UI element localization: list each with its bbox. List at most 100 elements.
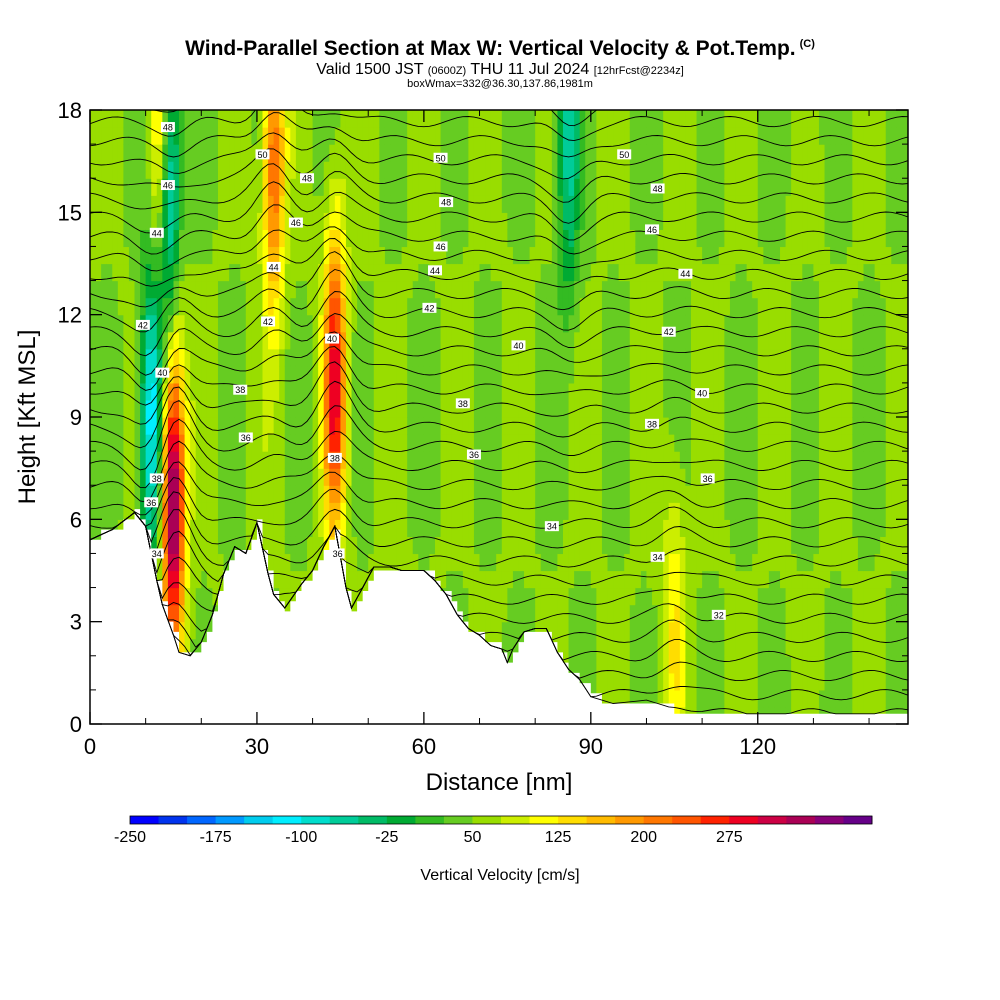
w-cell: [379, 212, 386, 230]
w-cell: [830, 434, 837, 452]
w-cell: [646, 570, 653, 589]
w-cell: [557, 314, 564, 333]
w-cell: [429, 485, 436, 503]
w-cell: [284, 399, 291, 418]
w-cell: [212, 570, 219, 589]
w-cell: [340, 468, 347, 486]
w-cell: [128, 314, 136, 333]
w-cell: [312, 553, 319, 572]
w-cell: [357, 536, 364, 555]
w-cell: [852, 331, 859, 350]
w-cell: [702, 314, 709, 333]
w-cell: [741, 229, 748, 248]
w-cell: [546, 536, 553, 555]
w-cell: [179, 314, 186, 333]
w-cell: [101, 263, 108, 282]
w-cell: [652, 263, 659, 282]
w-cell: [351, 229, 358, 248]
w-cell: [724, 229, 731, 248]
w-cell: [368, 178, 375, 196]
w-cell: [551, 110, 559, 128]
w-cell: [635, 570, 642, 589]
w-cell: [601, 621, 609, 640]
w-cell: [657, 604, 664, 623]
w-cell: [735, 246, 742, 265]
w-cell: [212, 553, 219, 572]
w-cell: [173, 399, 180, 418]
w-cell: [412, 229, 419, 248]
w-cell: [824, 195, 831, 213]
w-cell: [846, 195, 853, 213]
w-cell: [373, 485, 380, 503]
w-cell: [679, 280, 687, 299]
w-cell: [830, 263, 837, 282]
w-cell: [473, 417, 481, 435]
w-cell: [535, 331, 542, 350]
w-cell: [852, 314, 859, 333]
w-cell: [768, 212, 776, 230]
w-cell: [295, 485, 303, 503]
w-cell: [574, 314, 581, 333]
w-cell: [496, 314, 503, 333]
w-cell: [401, 468, 408, 486]
w-cell: [824, 417, 831, 435]
w-cell: [796, 382, 803, 401]
w-cell: [496, 263, 503, 282]
w-cell: [117, 280, 124, 299]
w-cell: [652, 297, 659, 316]
w-cell: [668, 280, 675, 299]
w-cell: [273, 365, 280, 384]
w-cell: [179, 127, 186, 145]
w-cell: [562, 144, 570, 162]
w-cell: [524, 468, 531, 486]
w-cell: [774, 399, 781, 418]
w-cell: [301, 519, 308, 537]
w-cell: [123, 348, 130, 367]
w-cell: [435, 331, 442, 350]
w-cell: [473, 246, 481, 265]
w-cell: [835, 246, 842, 265]
w-cell: [774, 161, 781, 179]
w-cell: [741, 144, 748, 162]
w-cell: [518, 212, 525, 230]
w-cell: [245, 451, 252, 469]
w-cell: [524, 587, 531, 606]
w-cell: [307, 485, 314, 503]
w-cell: [551, 348, 559, 367]
w-cell: [551, 553, 559, 572]
w-cell: [752, 485, 759, 503]
w-cell: [145, 212, 152, 230]
w-cell: [512, 434, 520, 452]
w-cell: [824, 638, 831, 657]
w-cell: [179, 382, 186, 401]
w-cell: [145, 485, 152, 503]
w-cell: [273, 178, 280, 196]
w-cell: [368, 570, 375, 589]
w-cell: [112, 178, 119, 196]
w-cell: [663, 365, 670, 384]
w-cell: [835, 365, 842, 384]
w-cell: [423, 263, 431, 282]
w-cell: [440, 485, 447, 503]
w-cell: [652, 655, 659, 674]
w-cell: [140, 417, 147, 435]
w-cell: [585, 536, 592, 555]
w-cell: [462, 604, 469, 623]
w-cell: [535, 451, 542, 469]
w-cell: [151, 434, 158, 452]
w-cell: [384, 178, 392, 196]
w-cell: [618, 127, 625, 145]
w-cell: [690, 604, 698, 623]
w-cell: [151, 519, 158, 537]
w-cell: [657, 672, 664, 691]
w-cell: [629, 621, 636, 640]
w-cell: [501, 314, 508, 333]
w-cell: [223, 519, 230, 537]
w-cell: [462, 280, 469, 299]
w-cell: [501, 280, 508, 299]
w-cell: [206, 502, 214, 520]
w-cell: [752, 604, 759, 623]
w-cell: [774, 672, 781, 691]
w-cell: [507, 621, 514, 640]
w-cell: [696, 280, 703, 299]
